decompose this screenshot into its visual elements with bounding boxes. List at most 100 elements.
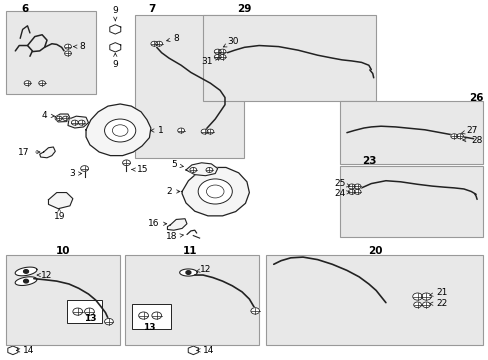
Circle shape: [201, 129, 207, 134]
Circle shape: [39, 81, 45, 86]
Text: 11: 11: [182, 246, 197, 256]
Text: 26: 26: [468, 93, 483, 103]
Polygon shape: [179, 269, 197, 276]
Text: 16: 16: [147, 219, 166, 228]
Text: 25: 25: [334, 179, 349, 188]
Text: 13: 13: [143, 323, 155, 332]
Circle shape: [413, 302, 421, 308]
Text: 12: 12: [196, 265, 211, 274]
Polygon shape: [86, 104, 151, 156]
Circle shape: [122, 160, 130, 166]
Circle shape: [219, 49, 225, 54]
Circle shape: [347, 189, 354, 194]
Circle shape: [347, 184, 354, 189]
Circle shape: [73, 308, 82, 315]
Circle shape: [81, 166, 88, 171]
Text: 29: 29: [237, 4, 251, 14]
Polygon shape: [110, 25, 121, 34]
Bar: [5, 12, 96, 94]
Circle shape: [104, 119, 136, 142]
Circle shape: [198, 179, 232, 204]
Circle shape: [250, 308, 259, 314]
Polygon shape: [40, 147, 55, 158]
Polygon shape: [48, 193, 73, 209]
Circle shape: [205, 167, 212, 172]
Polygon shape: [68, 116, 88, 128]
Circle shape: [219, 54, 225, 59]
Bar: [125, 255, 259, 345]
Circle shape: [214, 54, 221, 59]
Polygon shape: [167, 219, 186, 230]
Polygon shape: [55, 114, 70, 122]
Text: 18: 18: [165, 232, 183, 241]
Text: 8: 8: [166, 34, 179, 43]
Text: 10: 10: [55, 246, 70, 256]
Polygon shape: [15, 267, 37, 276]
Text: 14: 14: [17, 346, 34, 355]
Text: 1: 1: [150, 126, 163, 135]
Text: 30: 30: [223, 37, 239, 47]
Polygon shape: [185, 163, 217, 176]
Text: 7: 7: [148, 4, 155, 14]
Bar: [339, 166, 483, 237]
Text: 9: 9: [112, 53, 118, 69]
Polygon shape: [188, 346, 198, 355]
Text: 24: 24: [334, 189, 349, 198]
Bar: [266, 255, 483, 345]
Text: 3: 3: [69, 169, 81, 178]
Circle shape: [62, 116, 68, 121]
Polygon shape: [15, 277, 37, 285]
Text: 9: 9: [112, 6, 118, 21]
Circle shape: [24, 81, 31, 86]
Circle shape: [353, 184, 360, 189]
Circle shape: [156, 41, 162, 46]
Circle shape: [456, 134, 463, 139]
Bar: [132, 304, 171, 329]
Text: 31: 31: [201, 57, 218, 66]
Circle shape: [189, 167, 196, 172]
Circle shape: [353, 189, 360, 194]
Circle shape: [185, 271, 190, 274]
Circle shape: [152, 312, 161, 319]
Text: 20: 20: [367, 246, 382, 256]
Text: 28: 28: [462, 136, 482, 145]
Text: 5: 5: [171, 161, 183, 170]
Circle shape: [78, 120, 85, 125]
Circle shape: [84, 308, 94, 315]
Bar: [339, 101, 483, 164]
Polygon shape: [8, 346, 18, 355]
Circle shape: [64, 51, 71, 56]
Circle shape: [177, 128, 184, 133]
Circle shape: [450, 134, 457, 139]
Text: 12: 12: [37, 270, 52, 279]
Text: 23: 23: [361, 156, 375, 166]
Circle shape: [23, 279, 28, 283]
Circle shape: [151, 41, 158, 46]
Text: 17: 17: [19, 148, 40, 157]
Bar: [5, 255, 120, 345]
Text: 14: 14: [197, 346, 214, 355]
Bar: [203, 15, 375, 101]
Circle shape: [71, 120, 78, 125]
Circle shape: [214, 49, 221, 54]
Circle shape: [206, 129, 213, 134]
Text: 6: 6: [21, 4, 29, 14]
Text: 22: 22: [429, 299, 447, 308]
Circle shape: [422, 302, 429, 308]
Bar: [135, 15, 244, 158]
Text: 2: 2: [166, 187, 180, 196]
Circle shape: [23, 270, 28, 273]
Text: 27: 27: [460, 126, 477, 135]
Polygon shape: [110, 42, 121, 52]
Text: 4: 4: [41, 111, 54, 120]
Circle shape: [56, 116, 62, 121]
Circle shape: [421, 293, 430, 300]
Circle shape: [104, 319, 113, 325]
Text: 13: 13: [83, 314, 96, 323]
Text: 21: 21: [429, 288, 447, 297]
Bar: [66, 300, 102, 323]
Text: 19: 19: [53, 212, 65, 221]
Circle shape: [412, 293, 422, 300]
Polygon shape: [182, 167, 249, 216]
Text: 8: 8: [74, 42, 85, 51]
